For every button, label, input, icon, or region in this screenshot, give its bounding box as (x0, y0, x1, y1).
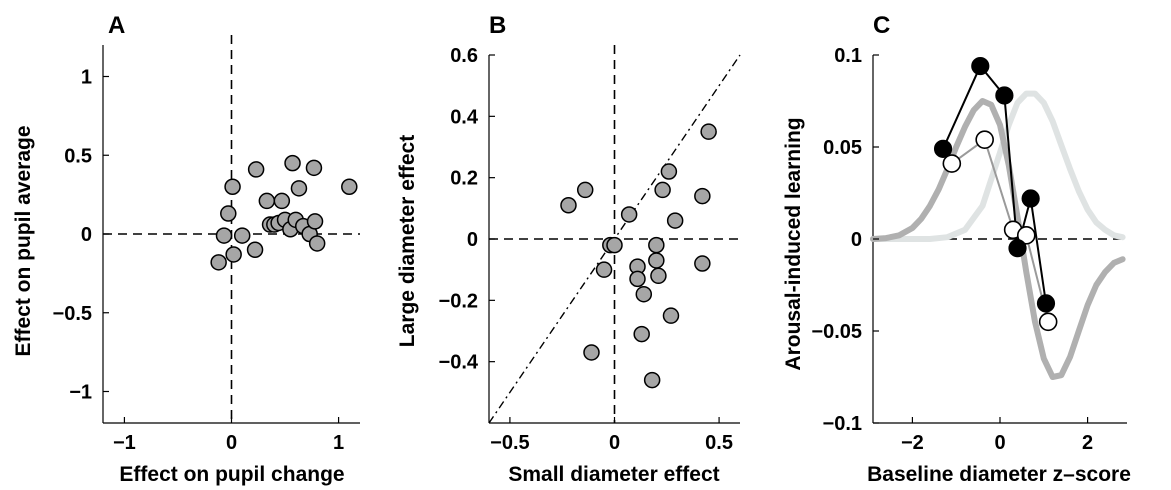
panel-a-x-tick-label: 0 (226, 432, 237, 454)
panel-c-x-tick-label: −2 (901, 432, 924, 454)
panel-b-ticks: −0.5 0 0.5 −0.4 −0.2 0 0.2 0.4 0.6 (439, 45, 733, 454)
panel-b-point (595, 261, 613, 278)
panel-a-points (210, 154, 358, 271)
panel-c-y-axis-label: Arousal-induced learning (782, 117, 805, 370)
panel-b-x-axis-label: Small diameter effect (508, 463, 719, 486)
panel-a-point (215, 227, 233, 244)
panel-b-point (633, 325, 650, 343)
panel-c-filled-point (933, 139, 953, 158)
panel-c-model-curve-light (870, 90, 1126, 242)
panel-a-point (247, 161, 265, 178)
panel-a-point (273, 192, 291, 210)
panel-a-x-tick-label: 1 (333, 432, 344, 454)
panel-b-y-tick-label: −0.2 (439, 290, 478, 312)
panel-a-y-tick-label: −0.5 (53, 303, 92, 325)
panel-b-point (694, 255, 711, 272)
panel-c-filled-point (971, 56, 990, 76)
panel-a-point (290, 180, 308, 197)
panel-c-open-point (975, 130, 994, 149)
panel-c-filled-series-line (942, 64, 1047, 304)
panel-a-point (284, 154, 301, 172)
panel-b-point (560, 197, 577, 214)
panel-b-y-tick-label: 0.4 (450, 106, 479, 128)
panel-b-point (650, 267, 667, 285)
panel-a-reference-lines (103, 35, 360, 423)
panel-c-x-axis-label: Baseline diameter z–score (867, 463, 1131, 486)
panel-c-open-point (942, 154, 962, 173)
panel-a: −1 0 1 −1 −0.5 0 0.5 1 Effect on pupil change E… (12, 35, 360, 486)
panel-c-filled-point (1036, 294, 1056, 313)
panel-c-series (933, 56, 1058, 332)
panel-b-point (629, 270, 646, 288)
panel-a-point (306, 213, 324, 230)
panel-c-ticks: −2 0 2 −0.1 −0.05 0 0.05 0.1 (811, 45, 1093, 454)
panel-a-x-axis-label: Effect on pupil change (119, 463, 344, 486)
panel-b-point (583, 344, 600, 361)
panel-b-point (648, 236, 665, 254)
panel-letter-a: A (108, 12, 125, 39)
panel-a-y-tick-label: 0 (81, 224, 92, 246)
panel-c-filled-point (1008, 239, 1027, 258)
panel-c-y-tick-label: −0.05 (811, 321, 862, 343)
panel-b-y-tick-label: 0.6 (450, 45, 478, 67)
panel-a-point (224, 178, 241, 195)
panel-b-point (576, 181, 594, 199)
panel-c-filled-point (995, 86, 1014, 105)
panel-b-reference-lines (488, 45, 741, 424)
panel-a-point (308, 235, 326, 252)
panel-b-point (662, 307, 680, 324)
panel-a-point (341, 178, 358, 195)
panel-a-point (246, 241, 264, 258)
panel-c-model-curves (870, 90, 1126, 380)
panel-b-x-tick-label: 0 (609, 432, 620, 454)
panel-a-y-tick-label: −1 (69, 382, 92, 404)
panel-b-point (606, 236, 623, 254)
panel-b-point (654, 181, 671, 199)
panel-b-y-tick-label: 0.2 (450, 168, 478, 190)
panel-c-filled-point (1021, 189, 1040, 208)
panel-c-y-tick-label: 0 (851, 229, 862, 251)
panel-a-point (258, 192, 276, 210)
panel-b: −0.5 0 0.5 −0.4 −0.2 0 0.2 0.4 0.6 Small diamete… (396, 45, 741, 486)
panel-c-open-point (1038, 312, 1058, 332)
panel-a-x-tick-label: −1 (113, 432, 136, 454)
panel-a-y-tick-label: 1 (81, 67, 92, 89)
panel-a-point (220, 205, 237, 222)
panel-b-point (648, 252, 665, 269)
panel-a-point (233, 227, 251, 244)
panel-b-y-axis-label: Large diameter effect (396, 135, 419, 347)
panel-c-y-tick-label: −0.1 (823, 413, 862, 435)
panel-a-y-tick-label: 0.5 (64, 145, 92, 167)
panel-a-point (210, 254, 227, 271)
panel-b-points (560, 123, 717, 389)
panel-b-x-tick-label: 0.5 (705, 432, 733, 454)
panel-c-x-tick-label: 0 (994, 432, 1005, 454)
panel-letter-b: B (489, 12, 506, 39)
panel-b-point (660, 163, 678, 180)
panel-letter-c: C (873, 12, 890, 39)
panel-c-x-tick-label: 2 (1082, 432, 1093, 454)
panel-c-model-curve-dark (870, 98, 1126, 380)
panel-a-y-axis-label: Effect on pupil average (12, 125, 35, 356)
panel-b-y-tick-label: −0.4 (439, 352, 479, 374)
panel-a-point (305, 159, 323, 177)
panel-b-point (694, 187, 711, 205)
panel-b-point (643, 371, 661, 389)
panel-c-y-tick-label: 0.05 (823, 137, 862, 159)
panel-b-y-tick-label: 0 (467, 229, 478, 251)
panel-a-point (225, 246, 242, 263)
panel-b-x-tick-label: −0.5 (490, 432, 529, 454)
panel-c: −2 0 2 −0.1 −0.05 0 0.05 0.1 Baseline diameter … (782, 45, 1131, 486)
panel-b-point (700, 123, 717, 140)
panel-b-point (620, 206, 638, 223)
panel-c-y-tick-label: 0.1 (834, 45, 862, 67)
panel-b-point (635, 285, 653, 303)
panel-b-point (666, 212, 684, 229)
panel-c-open-point (1016, 226, 1036, 245)
panel-a-ticks: −1 0 1 −1 −0.5 0 0.5 1 (53, 67, 345, 455)
